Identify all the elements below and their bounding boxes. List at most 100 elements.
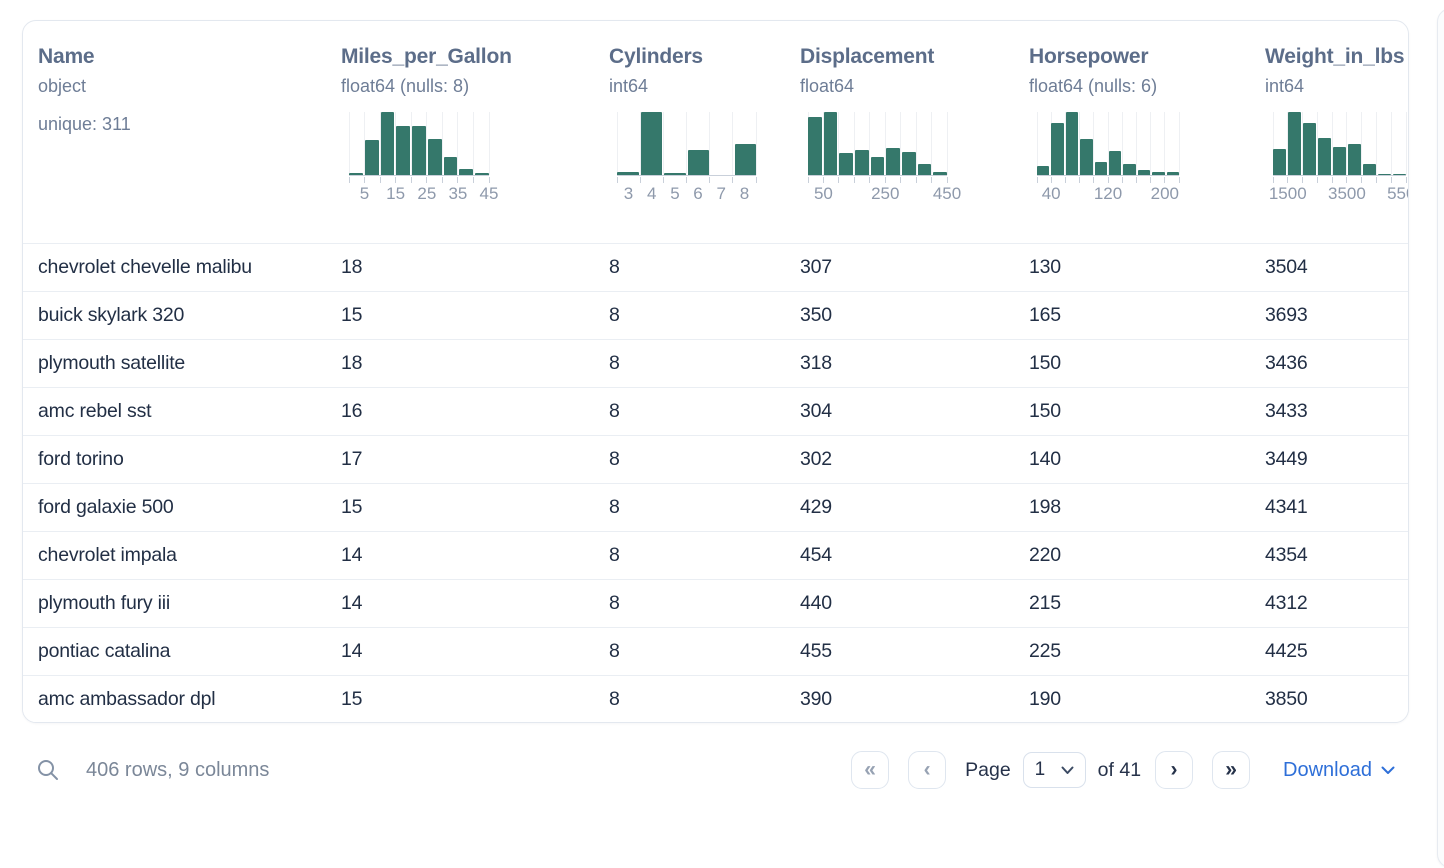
table-cell-displacement: 440 [800, 592, 832, 614]
table-row[interactable]: chevrolet impala 14 8 454 220 4354 [23, 531, 1408, 579]
table-cell-name: amc ambassador dpl [38, 688, 216, 710]
column-dtype: object [38, 76, 87, 96]
axis-tick [1361, 177, 1363, 183]
table-cell-horsepower: 165 [1029, 304, 1061, 326]
table-cell-weight-in-lbs: 3693 [1265, 304, 1308, 326]
axis-tick-label: 15 [386, 184, 406, 203]
histogram-bar [475, 173, 490, 175]
first-page-button[interactable]: « [851, 751, 890, 789]
axis-tick-label: 5 [359, 184, 370, 203]
histogram-bar [933, 172, 948, 175]
page-label: Page [965, 758, 1011, 781]
histogram-axis-labels: 1500 3500 5500 [1269, 176, 1408, 204]
axis-tick [869, 177, 871, 183]
axis-tick [853, 177, 855, 183]
axis-tick [1079, 177, 1081, 183]
histogram-bar [902, 151, 916, 175]
histogram-gridline [488, 112, 490, 175]
last-page-button[interactable]: » [1212, 751, 1251, 789]
histogram-gridline [931, 112, 933, 175]
axis-tick-label: 45 [479, 184, 499, 203]
column-header-name[interactable]: Name object unique: 311 [38, 45, 341, 243]
page-select[interactable]: 1 [1022, 752, 1086, 788]
search-icon[interactable] [36, 758, 60, 782]
table-cell-horsepower: 198 [1029, 496, 1061, 518]
table-cell-miles-per-gallon: 14 [341, 544, 363, 566]
histogram-gridline [1390, 112, 1392, 175]
table-cell-horsepower: 220 [1029, 544, 1061, 566]
table-row[interactable]: ford torino 17 8 302 140 3449 [23, 435, 1408, 483]
axis-tick [488, 177, 490, 183]
table-cell-weight-in-lbs: 3850 [1265, 688, 1308, 710]
table-cell-horsepower: 130 [1029, 256, 1061, 278]
prev-page-button[interactable]: ‹ [908, 751, 947, 789]
chevron-down-icon [1061, 766, 1074, 774]
table-row[interactable]: plymouth fury iii 14 8 440 215 4312 [23, 579, 1408, 627]
histogram-gridline [1079, 112, 1081, 175]
histogram-bar [349, 173, 363, 175]
table-cell-miles-per-gallon: 18 [341, 256, 363, 278]
table-cell-cylinders: 8 [609, 448, 620, 470]
download-button[interactable]: Download [1283, 759, 1395, 782]
histogram-gridline [1302, 112, 1304, 175]
table-row[interactable]: ford galaxie 500 15 8 429 198 4341 [23, 483, 1408, 531]
axis-tick [709, 177, 711, 183]
axis-tick [1405, 177, 1407, 183]
histogram-bar [1348, 143, 1361, 175]
table-body: chevrolet chevelle malibu 18 8 307 130 3504 bu… [23, 243, 1408, 722]
histogram-bar [1051, 123, 1064, 175]
axis-tick [1178, 177, 1180, 183]
histogram-gridline [348, 112, 350, 175]
table-cell-name: ford torino [38, 448, 124, 470]
column-header-displacement[interactable]: Displacement float64 50 250 450 [800, 45, 1029, 243]
data-table-card: Name object unique: 311 Miles_per_Gallon flo… [22, 20, 1409, 723]
table-row[interactable]: amc rebel sst 16 8 304 150 3433 [23, 387, 1408, 435]
axis-tick [426, 177, 428, 183]
axis-tick-label: 200 [1150, 184, 1179, 203]
table-cell-cylinders: 8 [609, 544, 620, 566]
column-dtype: int64 [609, 76, 649, 96]
table-row[interactable]: plymouth satellite 18 8 318 150 3436 [23, 339, 1408, 387]
axis-tick [1050, 177, 1052, 183]
histogram-bars [1037, 112, 1180, 175]
table-row[interactable]: chevrolet chevelle malibu 18 8 307 130 3504 [23, 243, 1408, 291]
histogram-bar [808, 117, 822, 175]
histogram-gridline [946, 112, 948, 175]
histogram-gridline [662, 112, 664, 175]
table-cell-horsepower: 150 [1029, 400, 1061, 422]
axis-tick-label: 5 [670, 184, 680, 203]
axis-tick-label: 3500 [1328, 184, 1366, 203]
table-cell-displacement: 318 [800, 352, 832, 374]
histogram-gridline [1135, 112, 1137, 175]
column-header-weight-in-lbs[interactable]: Weight_in_lbs int64 1500 3500 5500 [1265, 45, 1408, 243]
table-cell-miles-per-gallon: 16 [341, 400, 363, 422]
axis-tick [822, 177, 824, 183]
column-histogram: 1500 3500 5500 [1269, 112, 1408, 204]
table-cell-miles-per-gallon: 14 [341, 592, 363, 614]
column-header-miles-per-gallon[interactable]: Miles_per_Gallon float64 (nulls: 8) 5 15 25 3… [341, 45, 609, 243]
histogram-bar [1318, 138, 1331, 175]
axis-tick-label: 3 [623, 184, 634, 203]
axis-tick [616, 177, 618, 183]
footer-left: 406 rows, 9 columns [22, 758, 269, 782]
axis-tick [1316, 177, 1318, 183]
adjacent-panel-edge [1437, 8, 1444, 868]
next-page-button[interactable]: › [1155, 751, 1194, 789]
axis-tick-label: 5500 [1387, 184, 1408, 203]
table-cell-name: plymouth satellite [38, 352, 186, 374]
column-header-horsepower[interactable]: Horsepower float64 (nulls: 6) 40 120 200 [1029, 45, 1265, 243]
table-row[interactable]: buick skylark 320 15 8 350 165 3693 [23, 291, 1408, 339]
histogram-bars [1273, 112, 1406, 175]
histogram-bar [380, 112, 395, 175]
table-row[interactable]: amc ambassador dpl 15 8 390 190 3850 [23, 675, 1408, 722]
table-cell-horsepower: 140 [1029, 448, 1061, 470]
axis-tick [364, 177, 366, 183]
histogram-gridline [822, 112, 824, 175]
histogram-gridline [1316, 112, 1318, 175]
column-header-cylinders[interactable]: Cylinders int64 3 4 5 6 7 8 [609, 45, 800, 243]
histogram-bar [1065, 112, 1079, 175]
table-cell-cylinders: 8 [609, 352, 620, 374]
table-row[interactable]: pontiac catalina 14 8 455 225 4425 [23, 627, 1408, 675]
histogram-gridline [1107, 112, 1109, 175]
